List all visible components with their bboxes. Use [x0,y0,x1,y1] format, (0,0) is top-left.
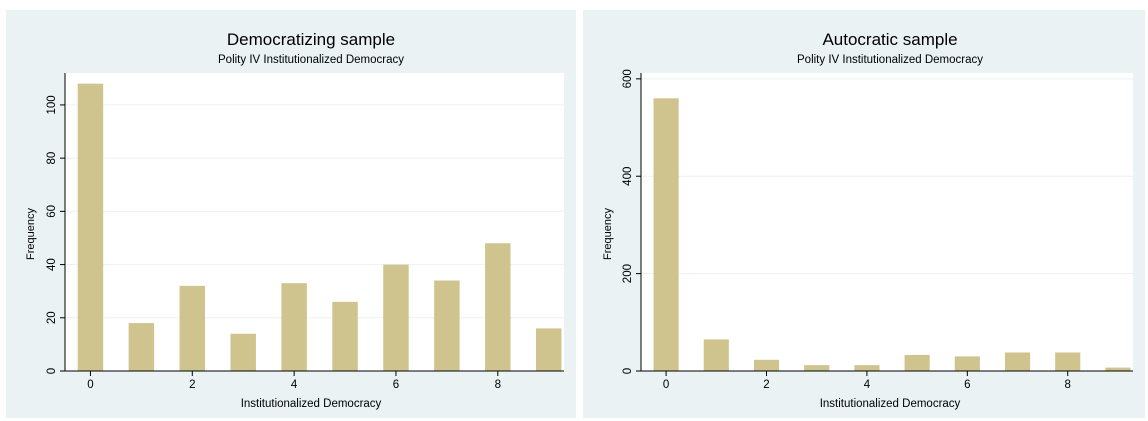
y-axis-label: Frequency [25,208,37,260]
chart-panel-autocratic: Autocratic sample Polity IV Institutiona… [583,10,1145,418]
x-tick-label: 4 [864,379,871,391]
x-tick-label: 0 [87,379,93,391]
bar [179,285,206,371]
chart-democratizing: Democratizing sample Polity IV Instituti… [25,30,564,410]
bar [753,359,780,371]
plot-region [641,73,1133,371]
y-tick-label: 80 [46,152,58,165]
bar [383,264,409,371]
bar [77,83,104,372]
chart-title: Democratizing sample [227,30,395,49]
bar [128,323,155,371]
bar [485,243,511,371]
y-tick-label: 200 [622,264,634,283]
bar [535,328,562,371]
bar [281,283,307,371]
bar [854,365,880,371]
bar [904,354,930,371]
plot-region [65,73,564,371]
y-tick-label: 0 [622,368,634,374]
x-tick-label: 8 [1065,379,1071,391]
y-tick-label: 0 [46,368,58,374]
chart-title: Autocratic sample [822,30,957,49]
y-tick-label: 60 [46,205,58,218]
bar [434,280,460,371]
x-tick-label: 6 [393,379,399,391]
bar [1004,352,1031,371]
y-tick-label: 40 [46,258,58,271]
x-tick-label: 0 [663,379,669,391]
y-tick-label: 20 [46,311,58,324]
y-tick-label: 600 [622,69,634,88]
y-tick-label: 100 [46,95,58,114]
bar [804,365,830,371]
x-tick-label: 2 [763,379,769,391]
bar [332,301,358,371]
bar [703,339,729,371]
chart-autocratic: Autocratic sample Polity IV Institutiona… [602,30,1133,410]
y-axis-label: Frequency [602,208,614,260]
bar [653,98,679,372]
x-tick-label: 8 [495,379,501,391]
chart-subtitle: Polity IV Institutionalized Democracy [797,54,983,66]
chart-subtitle: Polity IV Institutionalized Democracy [218,54,404,66]
x-axis-label: Institutionalized Democracy [820,398,961,410]
bar [1055,352,1081,371]
bar [954,356,980,371]
x-tick-label: 2 [189,379,195,391]
y-tick-label: 400 [622,167,634,186]
x-tick-label: 4 [291,379,298,391]
chart-panel-democratizing: Democratizing sample Polity IV Instituti… [6,10,576,418]
bar [230,333,256,371]
x-tick-label: 6 [964,379,970,391]
x-axis-label: Institutionalized Democracy [241,398,382,410]
bar [1105,367,1131,371]
